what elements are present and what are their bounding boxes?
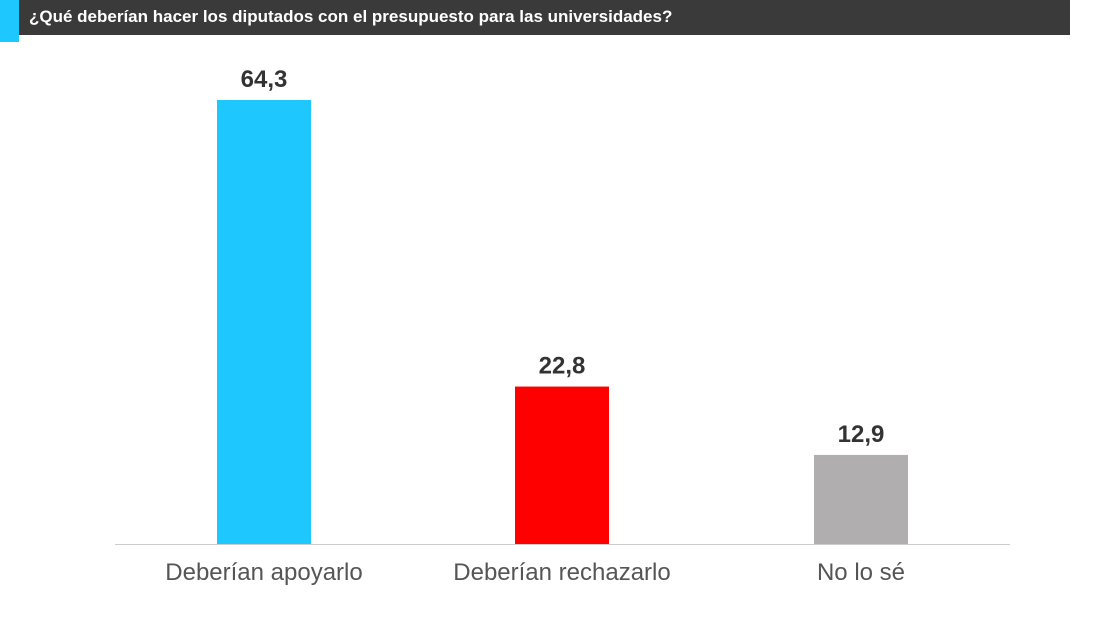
category-label-1: Deberían rechazarlo [453,559,670,586]
category-label-0: Deberían apoyarlo [165,559,362,586]
value-label-1: 22,8 [539,353,586,380]
value-label-0: 64,3 [241,66,288,93]
category-label-2: No lo sé [817,559,905,586]
chart-header: ¿Qué deberían hacer los diputados con el… [19,0,1070,35]
bar-2 [814,454,908,544]
title-accent [0,0,19,42]
bar-0 [217,100,311,544]
bar-1 [515,386,609,544]
value-label-2: 12,9 [838,421,885,448]
chart-title: ¿Qué deberían hacer los diputados con el… [29,7,673,26]
